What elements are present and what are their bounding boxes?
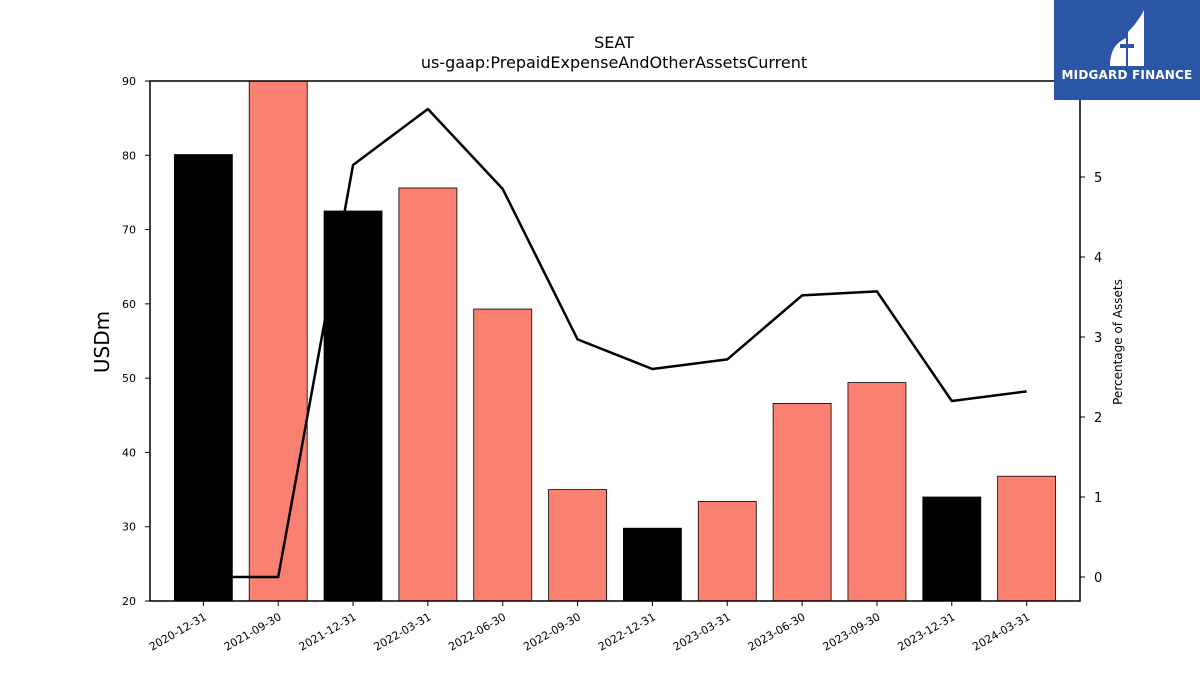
bars-layer — [173, 80, 1057, 602]
bar-2022-06-30 — [473, 308, 533, 602]
line-layer — [203, 107, 1027, 579]
bar-2022-09-30 — [548, 489, 607, 602]
bar-2023-06-30 — [772, 402, 832, 602]
logo-text: MIDGARD FINANCE — [1061, 68, 1193, 82]
bar-2022-03-31 — [398, 187, 458, 602]
y2-tick-label: 5 — [1094, 171, 1102, 186]
x-tick-label: 2023-06-30 — [746, 610, 808, 653]
logo: MIDGARD FINANCE — [1054, 0, 1200, 100]
y2-tick-label: 3 — [1094, 331, 1102, 346]
y2-axis-label: Percentage of Assets — [1111, 279, 1125, 405]
x-tick-label: 2022-03-31 — [372, 610, 434, 653]
chart-title: SEAT — [594, 33, 634, 52]
y-tick-label: 60 — [122, 298, 136, 311]
y-tick-label: 70 — [122, 224, 136, 237]
y-tick-label: 90 — [122, 75, 136, 88]
x-tick-label: 2022-09-30 — [521, 610, 583, 653]
y-tick-label: 30 — [122, 521, 136, 534]
percentage-line — [203, 107, 1027, 579]
chart-subtitle: us-gaap:PrepaidExpenseAndOtherAssetsCurr… — [421, 53, 807, 72]
x-tick-label: 2023-12-31 — [895, 610, 957, 653]
x-tick-label: 2024-03-31 — [970, 610, 1032, 653]
y2-tick-label: 4 — [1094, 251, 1102, 266]
y-tick-label: 80 — [122, 149, 136, 162]
y-tick-label: 20 — [122, 595, 136, 608]
x-tick-label: 2021-12-31 — [297, 610, 359, 653]
bar-2021-12-31 — [323, 210, 383, 602]
y-axis-label: USDm — [90, 311, 114, 373]
x-tick-label: 2021-09-30 — [222, 610, 284, 653]
bar-2021-09-30 — [248, 80, 308, 602]
plot-frame — [149, 80, 1081, 602]
y2-tick-label: 1 — [1094, 491, 1102, 506]
x-tick-label: 2023-09-30 — [821, 610, 883, 653]
y2-tick-label: 0 — [1094, 571, 1102, 586]
y2-tick-label: 2 — [1094, 411, 1102, 426]
y-tick-label: 40 — [122, 446, 136, 459]
bar-2023-03-31 — [697, 501, 757, 602]
x-tick-label: 2022-12-31 — [596, 610, 658, 653]
x-tick-label: 2023-03-31 — [671, 610, 733, 653]
bar-2023-12-31 — [922, 496, 982, 602]
x-tick-label: 2020-12-31 — [147, 610, 209, 653]
bar-2023-09-30 — [847, 382, 907, 602]
midgard-logo-icon — [1110, 10, 1144, 66]
bar-2024-03-31 — [997, 475, 1057, 602]
bar-2022-12-31 — [623, 527, 682, 602]
bar-2020-12-31 — [173, 154, 233, 602]
x-tick-label: 2022-06-30 — [446, 610, 508, 653]
y-tick-label: 50 — [122, 372, 136, 385]
